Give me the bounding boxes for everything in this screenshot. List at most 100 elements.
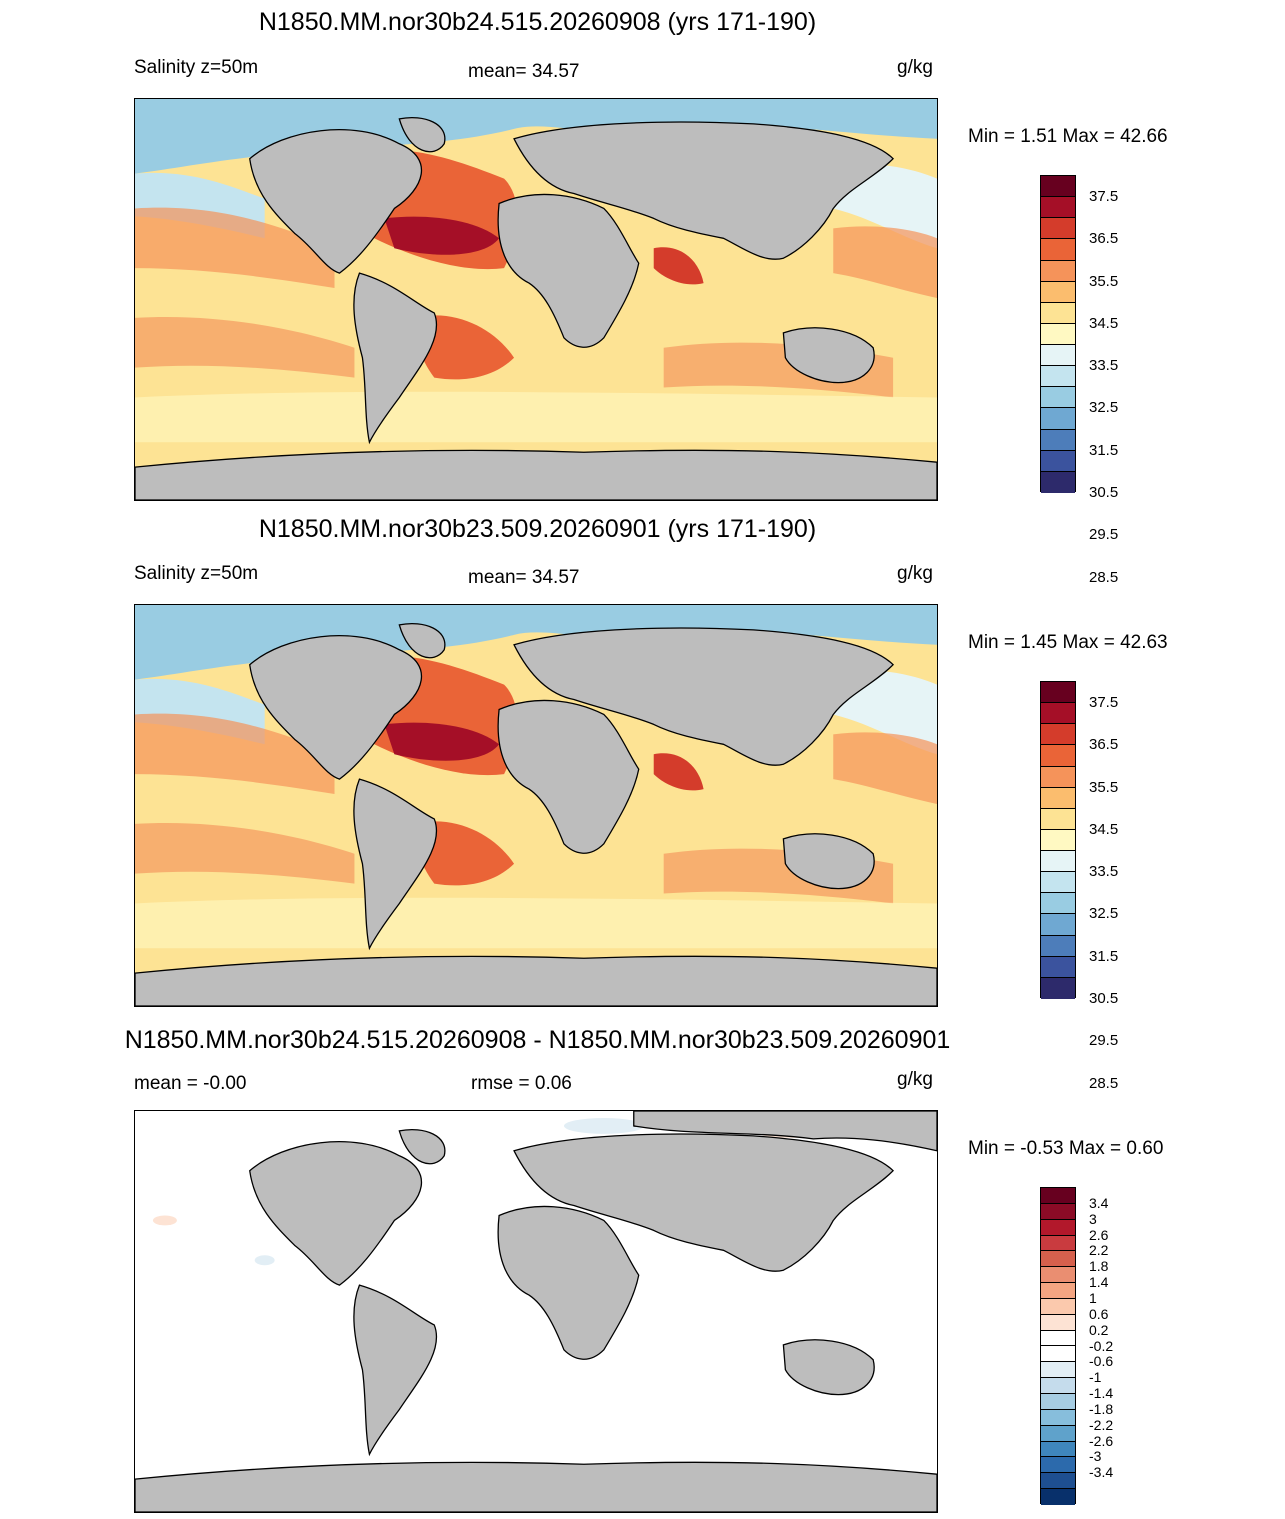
colorbar-tick-label: 31.5 bbox=[1089, 947, 1119, 965]
panel3-units-label: g/kg bbox=[897, 1069, 933, 1090]
colorbar-tick-label: 29.5 bbox=[1089, 526, 1119, 544]
colorbar-tick-label: 35.5 bbox=[1089, 778, 1119, 796]
colorbar-tick-label: 32.5 bbox=[1089, 399, 1119, 417]
colorbar-tick-label: 36.5 bbox=[1089, 736, 1119, 754]
colorbar-swatch bbox=[1041, 893, 1075, 915]
colorbar-swatch bbox=[1041, 218, 1075, 240]
colorbar-tick-label: 37.5 bbox=[1089, 694, 1119, 712]
colorbar-swatch bbox=[1041, 260, 1075, 282]
colorbar-swatch bbox=[1041, 872, 1075, 894]
colorbar-swatch bbox=[1041, 471, 1075, 493]
colorbar-swatch bbox=[1041, 1219, 1075, 1236]
colorbar-tick-label: 32.5 bbox=[1089, 905, 1119, 923]
colorbar-swatch bbox=[1041, 1409, 1075, 1426]
colorbar-tick-label: 34.5 bbox=[1089, 314, 1119, 332]
colorbar-tick-label: -0.2 bbox=[1089, 1337, 1114, 1354]
colorbar-swatch bbox=[1041, 302, 1075, 324]
panel1-variable-label: Salinity z=50m bbox=[134, 57, 259, 78]
colorbar-swatch bbox=[1041, 323, 1075, 345]
colorbar-swatch bbox=[1041, 808, 1075, 830]
panel3-map-svg bbox=[135, 1111, 937, 1512]
colorbar-swatch bbox=[1041, 956, 1075, 978]
colorbar-tick-label: 2.6 bbox=[1089, 1226, 1109, 1243]
colorbar-swatch bbox=[1041, 239, 1075, 261]
colorbar-swatch bbox=[1041, 1425, 1075, 1442]
colorbar-swatch bbox=[1041, 1203, 1075, 1220]
colorbar-swatch bbox=[1041, 1298, 1075, 1315]
colorbar-swatch bbox=[1041, 724, 1075, 746]
colorbar-tick-label: 35.5 bbox=[1089, 272, 1119, 290]
colorbar-swatch bbox=[1041, 387, 1075, 409]
colorbar-tick-label: -3.4 bbox=[1089, 1464, 1114, 1481]
colorbar-swatch bbox=[1041, 977, 1075, 999]
colorbar-swatch bbox=[1041, 345, 1075, 367]
colorbar-swatch bbox=[1041, 914, 1075, 936]
panel3-difference-map bbox=[134, 1110, 938, 1513]
colorbar-swatch bbox=[1041, 1235, 1075, 1252]
colorbar-swatch bbox=[1041, 935, 1075, 957]
colorbar-tick-label: 34.5 bbox=[1089, 820, 1119, 838]
panel1-map-svg bbox=[135, 99, 937, 500]
colorbar-tick-label: 3.4 bbox=[1089, 1194, 1109, 1211]
colorbar-tick-label: 0.6 bbox=[1089, 1305, 1109, 1322]
colorbar-tick-label: -1.8 bbox=[1089, 1400, 1114, 1417]
colorbar-swatch bbox=[1041, 366, 1075, 388]
colorbar-swatch bbox=[1041, 429, 1075, 451]
colorbar-tick-label: 33.5 bbox=[1089, 863, 1119, 881]
colorbar-swatch bbox=[1041, 787, 1075, 809]
colorbar-swatch bbox=[1041, 682, 1075, 704]
land-masses bbox=[135, 1111, 937, 1512]
land-masses bbox=[135, 117, 937, 500]
colorbar-swatch bbox=[1041, 1251, 1075, 1268]
panel1-min-max: Min = 1.51 Max = 42.66 bbox=[968, 126, 1168, 147]
colorbar-tick-label: 28.5 bbox=[1089, 568, 1119, 586]
colorbar-swatch bbox=[1041, 1362, 1075, 1379]
colorbar-swatch bbox=[1041, 1378, 1075, 1394]
colorbar-swatch bbox=[1041, 197, 1075, 219]
panel1-mean-label: mean= 34.57 bbox=[468, 61, 580, 82]
colorbar-tick-label: 30.5 bbox=[1089, 484, 1119, 501]
colorbar-tick-label: 2.2 bbox=[1089, 1242, 1109, 1259]
panel1-salinity-map bbox=[134, 98, 938, 501]
panel1-units-label: g/kg bbox=[897, 57, 933, 78]
panel3-title: N1850.MM.nor30b24.515.20260908 - N1850.M… bbox=[124, 1026, 951, 1054]
colorbar-tick-label: -0.6 bbox=[1089, 1353, 1114, 1370]
panel3-colorbar bbox=[1040, 1187, 1076, 1505]
panel3-rmse-label: rmse = 0.06 bbox=[471, 1073, 572, 1094]
colorbar-swatch bbox=[1041, 281, 1075, 303]
colorbar-swatch bbox=[1041, 1457, 1075, 1474]
colorbar-swatch bbox=[1041, 829, 1075, 851]
colorbar-swatch bbox=[1041, 1393, 1075, 1410]
panel1-title: N1850.MM.nor30b24.515.20260908 (yrs 171-… bbox=[258, 8, 817, 36]
colorbar-swatch bbox=[1041, 703, 1075, 725]
colorbar-tick-label: -1 bbox=[1089, 1369, 1102, 1386]
colorbar-tick-label: 1.8 bbox=[1089, 1258, 1109, 1275]
colorbar-swatch bbox=[1041, 1283, 1075, 1299]
colorbar-swatch bbox=[1041, 450, 1075, 472]
colorbar-tick-label: 28.5 bbox=[1089, 1074, 1119, 1092]
colorbar-tick-label: -3 bbox=[1089, 1448, 1102, 1465]
colorbar-swatch bbox=[1041, 1441, 1075, 1458]
colorbar-swatch bbox=[1041, 745, 1075, 767]
panel2-title: N1850.MM.nor30b23.509.20260901 (yrs 171-… bbox=[258, 515, 817, 543]
colorbar-swatch bbox=[1041, 851, 1075, 873]
colorbar-swatch bbox=[1041, 766, 1075, 788]
panel2-min-max: Min = 1.45 Max = 42.63 bbox=[968, 632, 1168, 653]
colorbar-swatch bbox=[1041, 1330, 1075, 1347]
colorbar-swatch bbox=[1041, 1489, 1075, 1505]
colorbar-tick-label: 37.5 bbox=[1089, 188, 1119, 206]
panel2-units-label: g/kg bbox=[897, 563, 933, 584]
panel1-colorbar bbox=[1040, 175, 1076, 493]
panel2-variable-label: Salinity z=50m bbox=[134, 563, 259, 584]
colorbar-swatch bbox=[1041, 1314, 1075, 1331]
panel2-salinity-map bbox=[134, 604, 938, 1007]
panel3-mean-label: mean = -0.00 bbox=[134, 1073, 247, 1094]
colorbar-tick-label: 29.5 bbox=[1089, 1032, 1119, 1050]
colorbar-swatch bbox=[1041, 176, 1075, 198]
colorbar-swatch bbox=[1041, 1473, 1075, 1490]
colorbar-tick-label: 3 bbox=[1089, 1210, 1097, 1227]
panel3-min-max: Min = -0.53 Max = 0.60 bbox=[968, 1138, 1164, 1159]
panel2-colorbar bbox=[1040, 681, 1076, 999]
colorbar-swatch bbox=[1041, 1267, 1075, 1284]
colorbar-tick-label: 30.5 bbox=[1089, 990, 1119, 1007]
